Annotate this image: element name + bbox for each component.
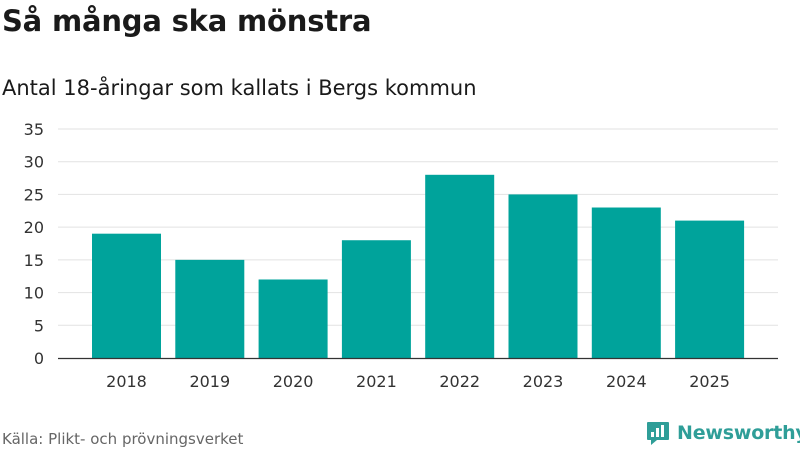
y-tick-label: 35 xyxy=(24,120,44,139)
bar-2024 xyxy=(591,207,661,358)
y-tick-label: 20 xyxy=(24,218,44,237)
y-tick-label: 10 xyxy=(24,284,44,303)
x-tick-label: 2022 xyxy=(439,372,480,391)
x-tick-label: 2024 xyxy=(606,372,647,391)
x-tick-label: 2023 xyxy=(523,372,564,391)
bar-2022 xyxy=(425,174,495,358)
x-axis-ticks: 2018 2019 2020 2021 2022 2023 2024 2025 xyxy=(106,372,730,391)
brand-logo: Newsworthy xyxy=(645,420,800,446)
bar-2018 xyxy=(92,233,161,358)
y-tick-label: 30 xyxy=(24,153,44,172)
y-tick-label: 0 xyxy=(34,349,44,368)
grid-lines xyxy=(58,128,778,326)
y-tick-label: 25 xyxy=(24,185,44,204)
x-tick-label: 2019 xyxy=(189,372,230,391)
x-tick-label: 2025 xyxy=(689,372,730,391)
x-tick-label: 2018 xyxy=(106,372,147,391)
brand-name: Newsworthy xyxy=(677,422,800,444)
y-axis-ticks: 0 5 10 15 20 25 30 35 xyxy=(24,120,44,368)
y-tick-label: 5 xyxy=(34,316,44,335)
bar-2019 xyxy=(175,259,245,358)
bar-2025 xyxy=(675,220,745,358)
chart-subtitle: Antal 18-åringar som kallats i Bergs kom… xyxy=(2,76,477,100)
newsworthy-logo-icon xyxy=(647,422,669,445)
bar-2023 xyxy=(508,194,578,358)
x-tick-label: 2021 xyxy=(356,372,397,391)
chart-title: Så många ska mönstra xyxy=(2,4,372,38)
source-note: Källa: Plikt- och prövningsverket xyxy=(2,430,244,448)
bar-2021 xyxy=(341,240,411,358)
bar-2020 xyxy=(258,279,328,358)
x-tick-label: 2020 xyxy=(273,372,314,391)
bars xyxy=(92,174,745,358)
y-tick-label: 15 xyxy=(24,251,44,270)
